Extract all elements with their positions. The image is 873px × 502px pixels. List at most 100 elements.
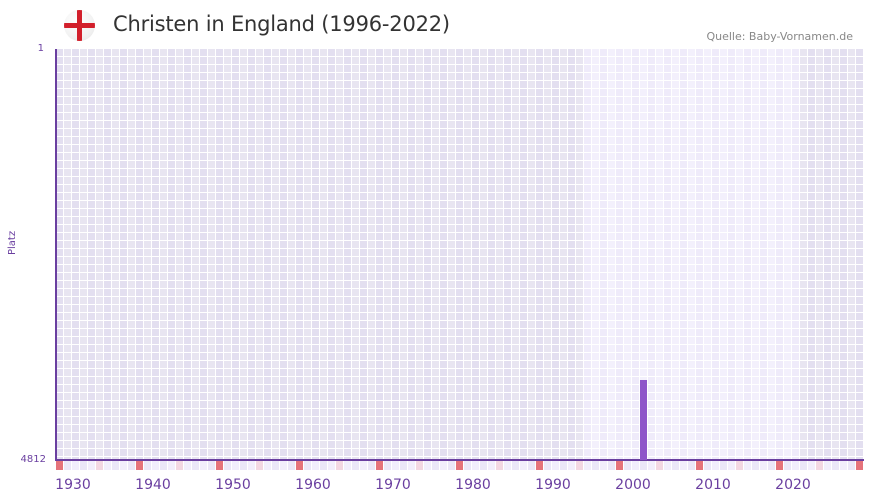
year-marker	[584, 461, 591, 470]
year-marker	[248, 461, 255, 470]
grid-column	[664, 49, 672, 464]
grid-column	[840, 49, 848, 464]
year-marker	[664, 461, 671, 470]
year-marker	[520, 461, 527, 470]
grid-column	[336, 49, 344, 464]
year-marker	[856, 461, 863, 470]
year-marker	[88, 461, 95, 470]
year-marker	[352, 461, 359, 470]
year-marker	[152, 461, 159, 470]
year-marker	[600, 461, 607, 470]
grid-column	[712, 49, 720, 464]
year-marker	[608, 461, 615, 470]
grid-column	[424, 49, 432, 464]
grid-column	[152, 49, 160, 464]
grid-column	[576, 49, 584, 464]
year-marker	[192, 461, 199, 470]
year-marker	[72, 461, 79, 470]
year-marker	[616, 461, 623, 470]
grid-column	[192, 49, 200, 464]
year-marker	[368, 461, 375, 470]
grid-column	[592, 49, 600, 464]
year-marker	[672, 461, 679, 470]
year-marker	[784, 461, 791, 470]
year-marker-row	[56, 461, 864, 470]
year-marker	[560, 461, 567, 470]
year-marker	[568, 461, 575, 470]
grid-column	[504, 49, 512, 464]
x-tick-label: 1980	[455, 477, 491, 493]
grid-column	[160, 49, 168, 464]
year-marker	[504, 461, 511, 470]
x-tick-label: 2000	[615, 477, 651, 493]
year-marker	[168, 461, 175, 470]
grid-column	[120, 49, 128, 464]
year-marker	[208, 461, 215, 470]
grid-column	[80, 49, 88, 464]
grid-column	[440, 49, 448, 464]
year-marker	[528, 461, 535, 470]
year-marker	[344, 461, 351, 470]
year-marker	[312, 461, 319, 470]
grid-column	[416, 49, 424, 464]
grid-column	[56, 49, 64, 464]
year-marker	[768, 461, 775, 470]
x-tick-label: 2010	[695, 477, 731, 493]
grid-column	[176, 49, 184, 464]
year-marker	[288, 461, 295, 470]
year-marker	[336, 461, 343, 470]
grid-column	[552, 49, 560, 464]
grid-column	[144, 49, 152, 464]
year-marker	[424, 461, 431, 470]
grid-column	[752, 49, 760, 464]
year-marker	[240, 461, 247, 470]
year-marker	[360, 461, 367, 470]
grid-column	[64, 49, 72, 464]
year-marker	[416, 461, 423, 470]
grid-column	[248, 49, 256, 464]
year-marker	[56, 461, 63, 470]
grid-column	[560, 49, 568, 464]
rank-bar[interactable]	[640, 380, 647, 460]
year-marker	[744, 461, 751, 470]
x-tick-label: 1950	[215, 477, 251, 493]
grid-column	[784, 49, 792, 464]
grid-column	[344, 49, 352, 464]
year-marker	[120, 461, 127, 470]
grid-column	[656, 49, 664, 464]
grid-column	[280, 49, 288, 464]
year-marker	[96, 461, 103, 470]
grid-column	[624, 49, 632, 464]
year-marker	[256, 461, 263, 470]
year-marker	[840, 461, 847, 470]
year-marker	[328, 461, 335, 470]
grid-column	[216, 49, 224, 464]
y-axis-line	[55, 49, 57, 461]
grid-column	[472, 49, 480, 464]
year-marker	[552, 461, 559, 470]
grid-column	[264, 49, 272, 464]
grid-column	[536, 49, 544, 464]
year-marker	[496, 461, 503, 470]
year-marker	[640, 461, 647, 470]
year-marker	[792, 461, 799, 470]
grid-column	[360, 49, 368, 464]
year-marker	[776, 461, 783, 470]
grid-column	[568, 49, 576, 464]
grid-column	[400, 49, 408, 464]
grid-column	[456, 49, 464, 464]
year-marker	[272, 461, 279, 470]
england-flag-icon	[64, 10, 95, 41]
grid-column	[776, 49, 784, 464]
year-marker	[112, 461, 119, 470]
grid-column	[584, 49, 592, 464]
grid-column	[392, 49, 400, 464]
grid-column	[760, 49, 768, 464]
year-marker	[720, 461, 727, 470]
grid-column	[368, 49, 376, 464]
grid-column	[792, 49, 800, 464]
year-marker	[448, 461, 455, 470]
grid-column	[816, 49, 824, 464]
grid-column	[112, 49, 120, 464]
year-marker	[648, 461, 655, 470]
